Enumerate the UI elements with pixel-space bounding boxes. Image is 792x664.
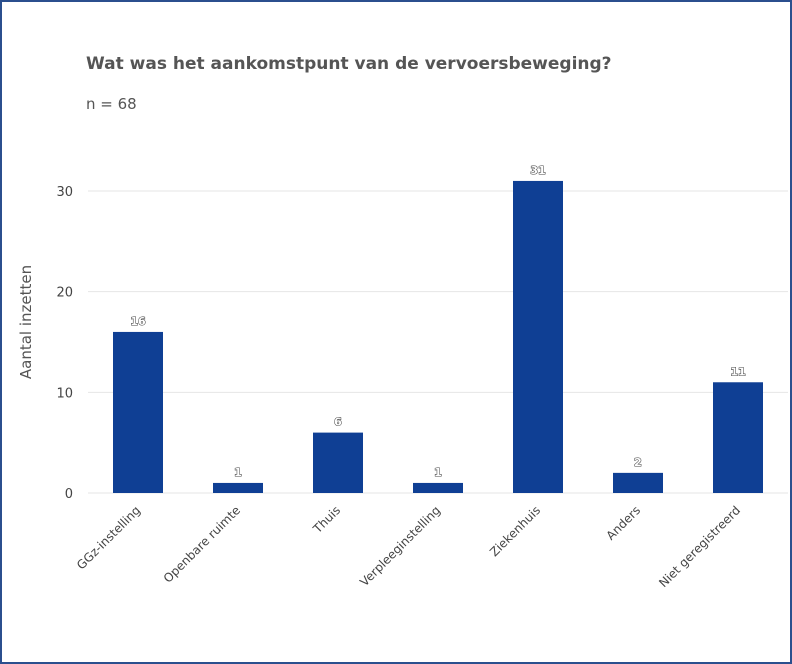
data-label: 1 xyxy=(234,466,242,479)
y-axis-ticks: 0 10 20 30 xyxy=(56,185,73,502)
data-label: 31 xyxy=(530,164,545,177)
data-label: 1 xyxy=(434,466,442,479)
bars xyxy=(113,180,763,493)
bar xyxy=(113,331,163,493)
y-tick-label: 10 xyxy=(56,386,73,401)
x-tick-label: Openbare ruimte xyxy=(161,503,243,585)
y-tick-label: 0 xyxy=(65,487,73,502)
x-axis-labels: GGz-instelling Openbare ruimte Thuis Verple… xyxy=(74,503,743,590)
data-label: 2 xyxy=(634,456,642,469)
data-label: 11 xyxy=(730,365,745,378)
bar xyxy=(613,472,663,493)
chart-title: Wat was het aankomstpunt van de vervoers… xyxy=(86,54,612,74)
bar xyxy=(413,482,463,493)
bar xyxy=(713,382,763,493)
y-tick-label: 20 xyxy=(56,286,73,301)
chart-subtitle: n = 68 xyxy=(86,95,137,113)
data-label: 6 xyxy=(334,416,342,429)
bar xyxy=(513,180,563,493)
x-tick-label: Niet geregistreerd xyxy=(656,503,743,590)
y-tick-label: 30 xyxy=(56,185,73,200)
x-tick-label: Verpleeginstelling xyxy=(357,503,443,589)
bar xyxy=(213,482,263,493)
data-label: 16 xyxy=(130,315,146,328)
bar xyxy=(313,432,363,493)
x-tick-label: Thuis xyxy=(310,503,343,536)
gridlines xyxy=(88,190,788,494)
x-tick-label: GGz-instelling xyxy=(74,503,143,572)
x-tick-label: Anders xyxy=(604,503,644,543)
x-tick-label: Ziekenhuis xyxy=(487,503,543,559)
y-axis-label: Aantal inzetten xyxy=(17,265,35,379)
